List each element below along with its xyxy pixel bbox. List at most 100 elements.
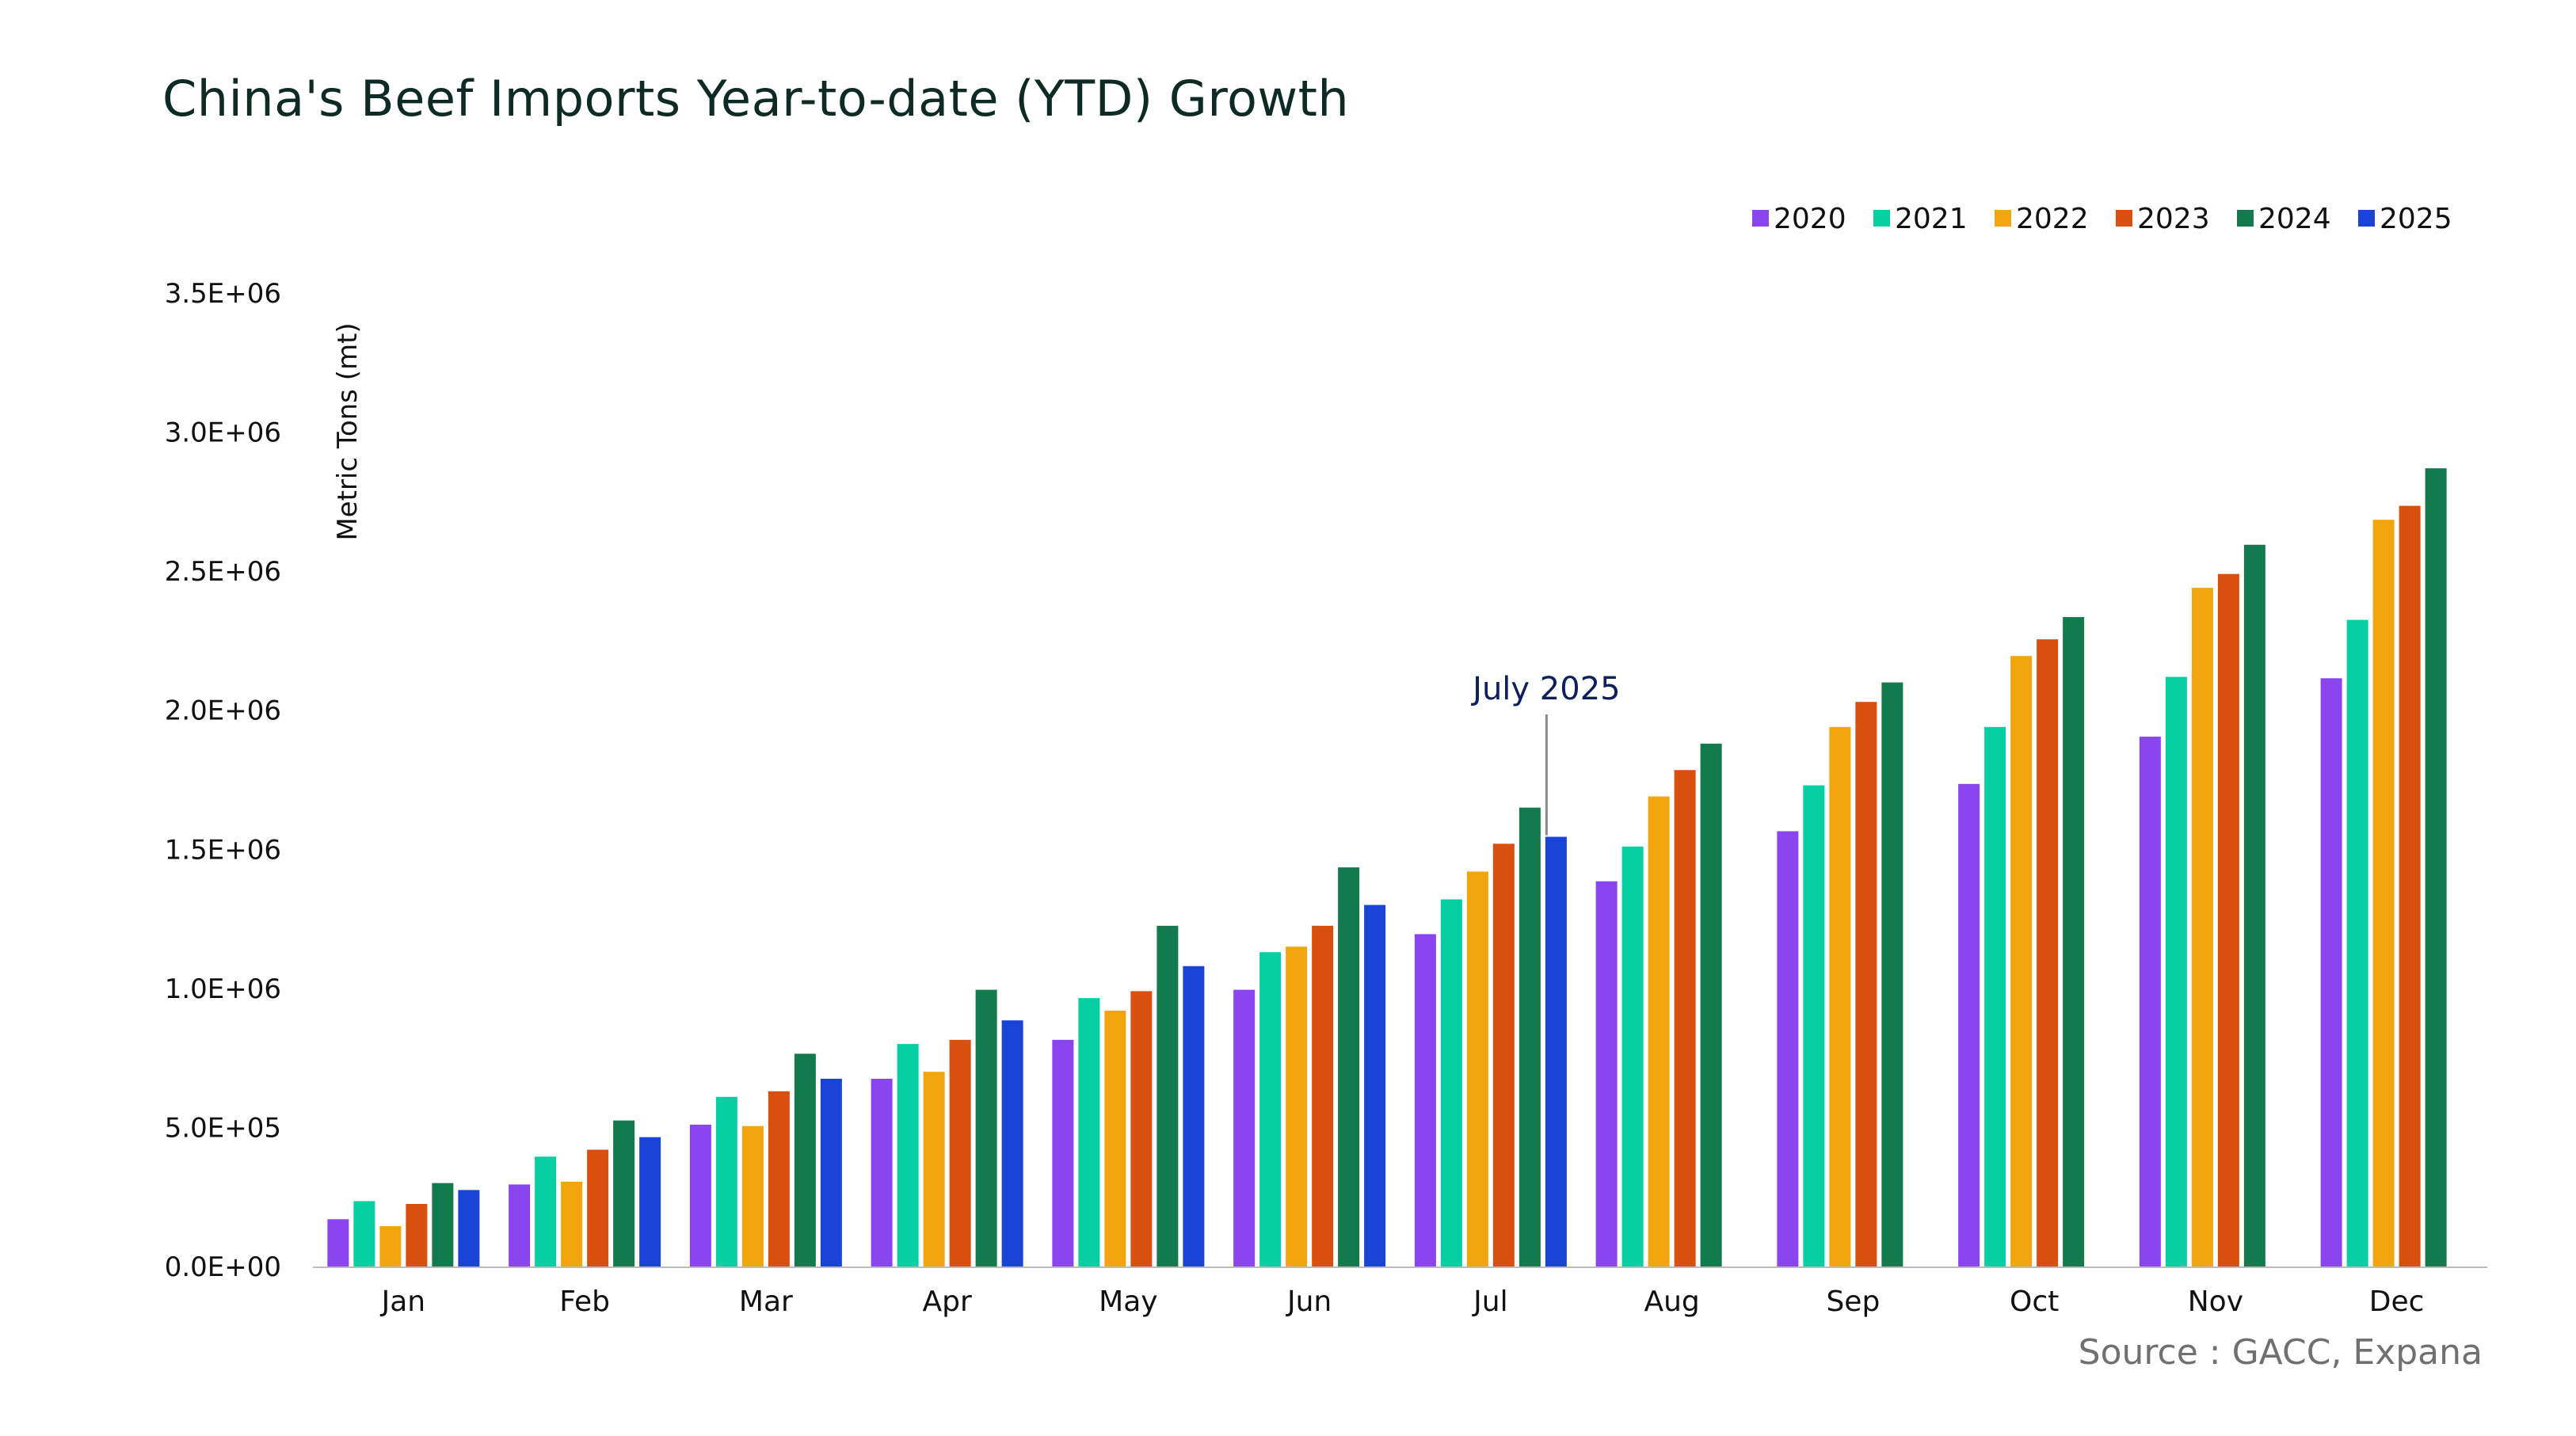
- bar-jan-2020: [327, 1219, 349, 1266]
- legend-swatch-2022: [1995, 210, 2011, 227]
- y-tick-label: 5.0E+05: [165, 1112, 281, 1144]
- bar-may-2025: [1183, 966, 1205, 1266]
- bar-oct-2024: [2063, 617, 2085, 1266]
- bar-jul-2025: [1545, 836, 1567, 1266]
- bar-jun-2025: [1364, 905, 1386, 1266]
- y-tick-label: 2.5E+06: [165, 556, 281, 588]
- bar-jul-2024: [1519, 807, 1541, 1266]
- bar-apr-2025: [1001, 1020, 1023, 1266]
- bar-jan-2021: [353, 1201, 375, 1266]
- bar-dec-2020: [2320, 678, 2342, 1266]
- legend-swatch-2024: [2237, 210, 2254, 227]
- x-tick-label: Jan: [380, 1286, 426, 1318]
- bar-apr-2020: [871, 1078, 893, 1266]
- bar-feb-2020: [509, 1184, 531, 1266]
- y-tick-label: 3.0E+06: [165, 417, 281, 449]
- legend-label: 2025: [2380, 203, 2452, 235]
- x-tick-label: Dec: [2369, 1286, 2425, 1318]
- x-tick-label: Nov: [2188, 1286, 2243, 1318]
- bar-oct-2022: [2010, 656, 2033, 1266]
- bar-jun-2021: [1259, 952, 1282, 1266]
- x-tick-label: Jul: [1472, 1286, 1507, 1318]
- bar-nov-2024: [2243, 544, 2265, 1266]
- bar-jul-2021: [1440, 899, 1462, 1266]
- bar-mar-2021: [715, 1096, 737, 1266]
- bar-mar-2023: [768, 1091, 790, 1266]
- bar-dec-2021: [2346, 619, 2368, 1266]
- legend-label: 2022: [2016, 203, 2089, 235]
- legend-label: 2023: [2137, 203, 2210, 235]
- y-tick-label: 2.0E+06: [165, 695, 281, 727]
- bar-mar-2020: [689, 1124, 711, 1266]
- bar-feb-2023: [587, 1149, 609, 1266]
- bar-sep-2021: [1803, 785, 1825, 1266]
- bar-sep-2024: [1881, 682, 1903, 1266]
- legend-swatch-2021: [1873, 210, 1890, 227]
- bar-may-2020: [1052, 1039, 1074, 1266]
- x-tick-label: Jun: [1286, 1286, 1332, 1318]
- bar-oct-2021: [1984, 726, 2006, 1266]
- bar-apr-2022: [923, 1072, 945, 1266]
- x-tick-label: Mar: [739, 1286, 793, 1318]
- x-tick-label: May: [1099, 1286, 1157, 1318]
- bar-nov-2020: [2139, 737, 2161, 1266]
- x-tick-label: Aug: [1644, 1286, 1699, 1318]
- bar-oct-2020: [1958, 783, 1980, 1266]
- bar-jun-2020: [1233, 989, 1256, 1266]
- bar-aug-2022: [1648, 796, 1670, 1266]
- legend-label: 2020: [1774, 203, 1846, 235]
- bar-jan-2024: [432, 1183, 454, 1266]
- bar-feb-2024: [613, 1120, 635, 1266]
- bar-aug-2021: [1621, 846, 1644, 1266]
- bar-aug-2023: [1674, 770, 1696, 1266]
- bar-sep-2020: [1777, 831, 1799, 1266]
- bar-mar-2024: [794, 1053, 816, 1266]
- y-axis-label: Metric Tons (mt): [332, 322, 364, 540]
- bar-jan-2023: [406, 1203, 428, 1266]
- bar-may-2024: [1157, 925, 1179, 1266]
- bar-feb-2025: [639, 1137, 661, 1266]
- bar-mar-2022: [741, 1126, 764, 1266]
- bar-apr-2021: [897, 1044, 919, 1266]
- chart-legend: 2020 2021 2022 2023 2024 2025: [1752, 203, 2452, 235]
- bar-sep-2022: [1829, 726, 1851, 1266]
- bar-dec-2024: [2425, 468, 2447, 1266]
- bar-oct-2023: [2037, 639, 2059, 1266]
- y-tick-label: 1.5E+06: [165, 834, 281, 866]
- x-tick-label: Feb: [559, 1286, 610, 1318]
- bar-jul-2020: [1414, 934, 1436, 1266]
- bar-jun-2024: [1338, 867, 1360, 1266]
- y-axis: 0.0E+00 5.0E+05 1.0E+06 1.5E+06 2.0E+06 2.5E+…: [165, 278, 281, 1283]
- y-tick-label: 3.5E+06: [165, 278, 281, 310]
- y-tick-label: 1.0E+06: [165, 973, 281, 1005]
- legend-swatch-2020: [1752, 210, 1769, 227]
- bar-nov-2021: [2165, 676, 2187, 1266]
- bar-apr-2024: [975, 989, 997, 1266]
- bar-series-group: [327, 468, 2447, 1266]
- y-tick-label: 0.0E+00: [165, 1251, 281, 1283]
- annotations: July 2025: [1470, 671, 1621, 836]
- bar-jul-2023: [1492, 844, 1515, 1266]
- bar-may-2021: [1078, 998, 1100, 1266]
- bar-may-2022: [1104, 1010, 1126, 1266]
- legend-swatch-2025: [2358, 210, 2375, 227]
- x-tick-label: Sep: [1826, 1286, 1880, 1318]
- bar-aug-2020: [1595, 881, 1618, 1266]
- bar-dec-2023: [2399, 505, 2421, 1266]
- legend-label: 2024: [2258, 203, 2331, 235]
- bar-sep-2023: [1855, 702, 1877, 1266]
- x-tick-label: Apr: [922, 1286, 971, 1318]
- bar-feb-2022: [561, 1181, 583, 1266]
- bar-apr-2023: [949, 1039, 971, 1266]
- bar-nov-2022: [2191, 588, 2213, 1266]
- legend-swatch-2023: [2116, 210, 2132, 227]
- x-tick-label: Oct: [2010, 1286, 2059, 1318]
- source-note: Source : GACC, Expana: [2078, 1332, 2483, 1373]
- bar-feb-2021: [535, 1156, 557, 1266]
- bar-jan-2022: [379, 1226, 402, 1266]
- chart-title: China's Beef Imports Year-to-date (YTD) …: [162, 70, 1350, 128]
- legend-label: 2021: [1895, 203, 1968, 235]
- bar-jun-2023: [1312, 925, 1334, 1266]
- x-axis: Jan Feb Mar Apr May Jun Jul Aug Sep Oct Nov Dec: [380, 1286, 2425, 1318]
